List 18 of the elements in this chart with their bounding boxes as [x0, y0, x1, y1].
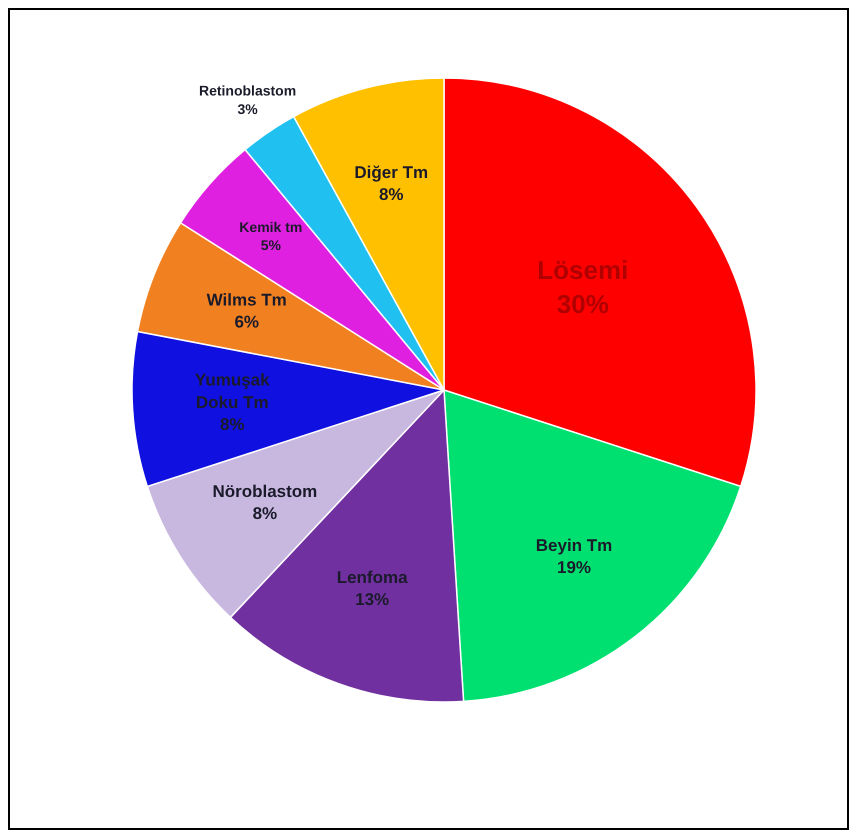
data-label: 8% — [220, 414, 245, 434]
slice-label: Beyin Tm — [536, 536, 612, 556]
slice-label: Diğer Tm — [354, 162, 428, 182]
data-label: 6% — [234, 312, 260, 332]
data-label: 5% — [260, 237, 282, 254]
slice-label: Kemik tm — [239, 218, 302, 235]
data-label: 13% — [355, 590, 390, 610]
slice-label: Wilms Tm — [206, 290, 287, 310]
data-label: 3% — [237, 100, 258, 117]
data-label: 30% — [556, 288, 609, 319]
slice-label: Yumuşak Doku Tm — [194, 370, 270, 412]
data-label: 8% — [378, 185, 404, 204]
slice-label: Nöroblastom — [212, 482, 318, 502]
data-label: 8% — [252, 504, 278, 524]
slice-label: Retinoblastom — [198, 82, 296, 99]
slice-label: Lösemi — [537, 255, 628, 286]
slice-label: Lenfoma — [336, 568, 408, 588]
data-label: 19% — [557, 558, 592, 578]
